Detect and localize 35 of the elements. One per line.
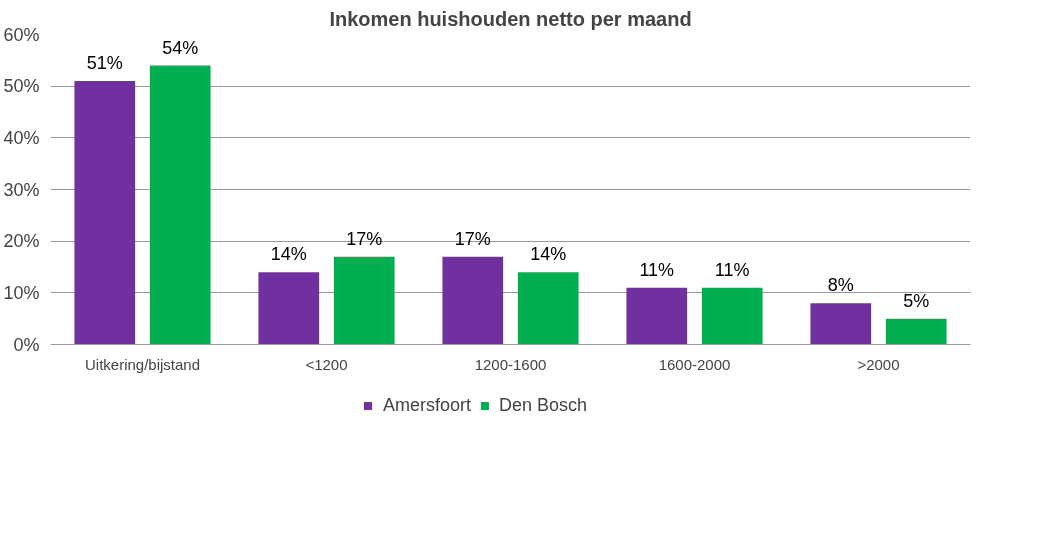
y-tick-label: 30% [3,179,40,200]
y-tick-label: 60% [3,24,40,45]
data-label: 17% [346,228,383,249]
data-label: 5% [903,290,930,311]
bar [517,272,579,345]
data-label: 14% [530,244,567,265]
x-tick-label: <1200 [305,355,348,373]
bar [626,287,688,345]
data-label: 11% [639,259,675,280]
data-label: 51% [86,53,123,73]
bar [74,81,136,345]
legend-label: Den Bosch [498,394,588,416]
x-tick-label: >2000 [857,355,900,373]
y-tick-label: 40% [3,127,40,148]
x-tick-label: 1600-2000 [658,355,731,373]
bar [258,272,320,345]
bar [885,318,947,345]
legend-label: Amersfoort [382,394,471,416]
bar [810,303,872,345]
bar [701,287,763,345]
data-label: 8% [827,275,854,296]
bar [149,65,211,345]
x-tick-label: Uitkering/bijstand [84,355,201,373]
data-label: 14% [270,244,307,265]
y-tick-label: 20% [3,231,40,252]
chart-title: Inkomen huishouden netto per maand [329,7,692,30]
data-label: 11% [714,259,750,280]
y-tick-label: 50% [3,76,40,97]
y-tick-label: 0% [13,334,40,355]
y-tick-label: 10% [3,282,40,303]
data-label: 54% [162,37,199,58]
data-label: 17% [454,228,491,249]
x-tick-label: 1200-1600 [474,355,547,373]
bar [442,256,504,345]
bar [333,256,395,345]
